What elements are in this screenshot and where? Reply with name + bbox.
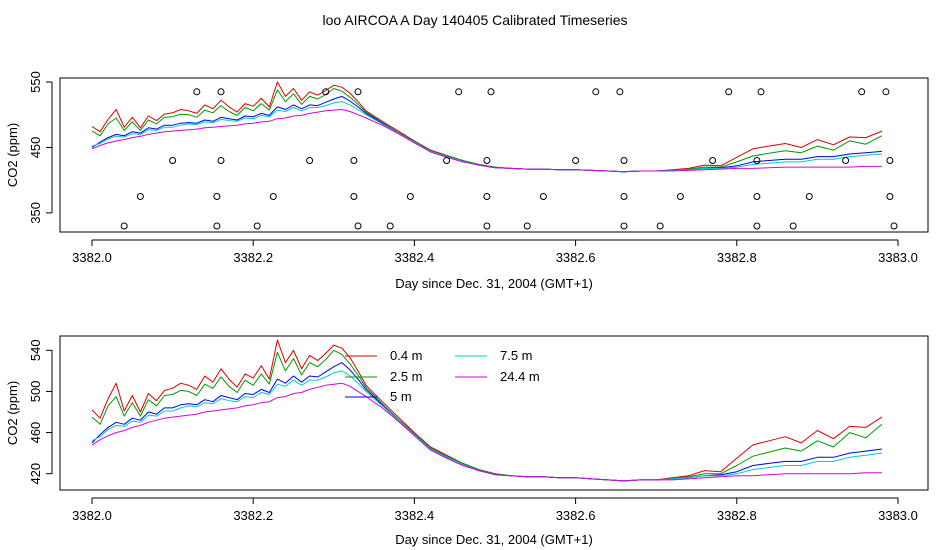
top-y-tick-label: 450 — [28, 137, 43, 159]
calibration-point — [757, 88, 765, 96]
bottom-x-tick-label: 3382.4 — [395, 508, 435, 523]
top-series-line-7-5-m — [91, 101, 882, 173]
bottom-y-tick-label: 500 — [28, 381, 43, 403]
calibration-point — [789, 222, 797, 230]
calibration-point — [620, 222, 628, 230]
bottom-y-axis: 420 460 500 540 — [28, 339, 53, 485]
top-x-tick-label: 3383.0 — [878, 250, 918, 265]
bottom-plot-frame — [59, 335, 929, 491]
bottom-x-tick-label: 3383.0 — [878, 508, 918, 523]
calibration-point — [306, 157, 314, 164]
top-y-tick-label: 350 — [28, 202, 43, 224]
calibration-point — [753, 193, 761, 200]
top-series-group — [91, 81, 883, 173]
bottom-x-tick-label: 3382.2 — [233, 508, 273, 523]
calibration-point — [890, 222, 898, 230]
calibration-point — [483, 157, 491, 164]
calibration-point — [483, 222, 491, 230]
calibration-point — [753, 222, 761, 230]
calibration-point — [572, 157, 580, 164]
top-x-axis: 3382.0 3382.2 3382.4 3382.6 3382.8 3383.0 — [72, 239, 918, 265]
calibration-point — [213, 222, 221, 230]
legend-label: 7.5 m — [500, 348, 533, 363]
top-x-tick-label: 3382.0 — [72, 250, 112, 265]
calibration-point — [882, 88, 890, 96]
calibration-point — [620, 193, 628, 200]
calibration-point — [193, 88, 201, 96]
legend: 0.4 m 2.5 m 5 m 7.5 m 24.4 m — [345, 348, 540, 404]
top-x-tick-label: 3382.8 — [717, 250, 757, 265]
top-series-line-2-5-m — [91, 88, 883, 173]
top-y-axis: 350 450 550 — [28, 71, 53, 224]
top-x-axis-label: Day since Dec. 31, 2004 (GMT+1) — [395, 276, 593, 291]
bottom-panel: 3382.0 3382.2 3382.4 3382.6 3382.8 3383.0 420… — [5, 335, 929, 547]
calibration-point — [842, 157, 850, 164]
bottom-y-tick-label: 460 — [28, 422, 43, 444]
calibration-point — [487, 88, 495, 96]
calibration-point — [350, 157, 358, 164]
bottom-y-axis-label: CO2 (ppm) — [5, 381, 20, 445]
top-series-line-0-4-m — [91, 81, 883, 173]
calibration-point — [136, 193, 144, 200]
figure-title: loo AIRCOA A Day 140405 Calibrated Times… — [322, 12, 627, 28]
bottom-y-tick-label: 540 — [28, 339, 43, 361]
calibration-point — [322, 88, 330, 96]
calibration-point — [386, 222, 394, 230]
top-x-tick-label: 3382.6 — [556, 250, 596, 265]
bottom-x-tick-label: 3382.0 — [72, 508, 112, 523]
legend-label: 2.5 m — [390, 369, 423, 384]
calibration-point — [656, 222, 664, 230]
calibration-point — [350, 193, 358, 200]
calibration-point — [253, 222, 261, 230]
calibration-point — [709, 157, 717, 164]
calibration-point — [354, 222, 362, 230]
calibration-point — [616, 88, 624, 96]
bottom-series-group — [91, 339, 883, 482]
calibration-point — [213, 193, 221, 200]
calibration-point — [523, 222, 531, 230]
legend-label: 0.4 m — [390, 348, 423, 363]
calibration-point — [269, 193, 277, 200]
calibration-point — [539, 193, 547, 200]
calibration-point — [217, 157, 225, 164]
bottom-series-line-0-4-m — [91, 339, 883, 482]
top-panel: 3382.0 3382.2 3382.4 3382.6 3382.8 3383.0 350… — [5, 71, 929, 291]
top-calibration-points — [120, 88, 898, 230]
calibration-point — [805, 193, 813, 200]
bottom-y-tick-label: 420 — [28, 463, 43, 485]
top-y-axis-label: CO2 (ppm) — [5, 123, 20, 187]
top-x-tick-label: 3382.4 — [395, 250, 435, 265]
bottom-series-line-2-5-m — [91, 349, 883, 482]
calibration-point — [443, 157, 451, 164]
bottom-x-axis-label: Day since Dec. 31, 2004 (GMT+1) — [395, 532, 593, 547]
calibration-point — [620, 157, 628, 164]
bottom-series-line-7-5-m — [91, 370, 882, 482]
calibration-point — [169, 157, 177, 164]
bottom-x-tick-label: 3382.8 — [717, 508, 757, 523]
top-x-tick-label: 3382.2 — [233, 250, 273, 265]
bottom-x-tick-label: 3382.6 — [556, 508, 596, 523]
top-y-tick-label: 550 — [28, 71, 43, 93]
calibration-point — [676, 193, 684, 200]
calibration-point — [753, 157, 761, 164]
calibration-point — [217, 88, 225, 96]
calibration-point — [886, 193, 894, 200]
top-series-line-24-4-m — [91, 109, 882, 173]
calibration-point — [592, 88, 600, 96]
bottom-series-line-24-4-m — [91, 382, 882, 482]
top-plot-frame — [59, 77, 929, 233]
calibration-point — [120, 222, 128, 230]
legend-label: 5 m — [390, 389, 412, 404]
calibration-point — [725, 88, 733, 96]
calibration-point — [858, 88, 866, 96]
calibration-point — [354, 88, 362, 96]
calibration-point — [406, 193, 414, 200]
legend-label: 24.4 m — [500, 369, 540, 384]
bottom-x-axis: 3382.0 3382.2 3382.4 3382.6 3382.8 3383.0 — [72, 497, 918, 523]
calibration-point — [886, 157, 894, 164]
calibration-point — [455, 88, 463, 96]
calibration-point — [483, 193, 491, 200]
